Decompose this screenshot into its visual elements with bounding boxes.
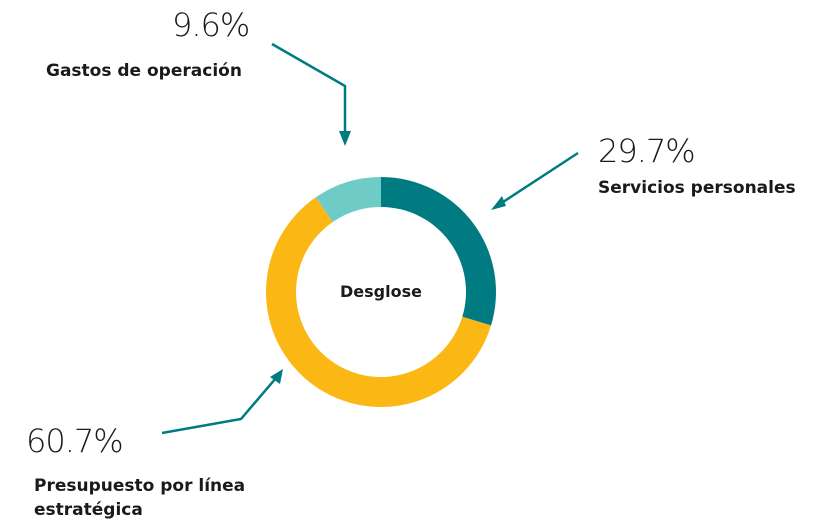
arrow-head	[491, 196, 506, 210]
arrow-line	[161, 377, 277, 435]
arrow-head	[270, 369, 283, 384]
arrow-line	[271, 42, 347, 135]
arrow-line	[499, 151, 579, 206]
donut-segment	[381, 177, 497, 326]
value-label: 60.7%	[26, 422, 124, 460]
donut-segment	[315, 177, 381, 222]
value-label: 29.7%	[598, 132, 696, 170]
category-label: Gastos de operación	[46, 61, 242, 81]
category-label: Servicios personales	[598, 178, 796, 198]
category-label: Presupuesto por línea estratégica	[34, 476, 246, 520]
center-label: Desglose	[340, 282, 422, 301]
arrow-head	[339, 131, 351, 146]
arrows	[161, 42, 579, 435]
value-label: 9.6%	[172, 6, 250, 44]
donut-segment	[266, 197, 492, 407]
